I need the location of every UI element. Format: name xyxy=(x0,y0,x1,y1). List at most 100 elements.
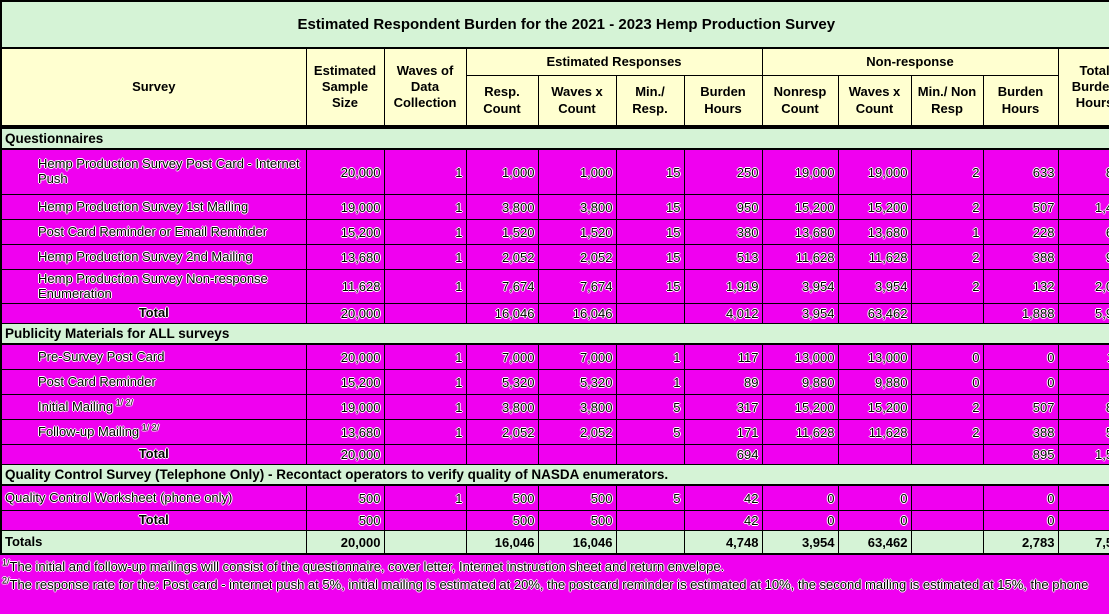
value-cell: 15 xyxy=(615,244,685,270)
survey-cell: Hemp Production Survey Non-response Enum… xyxy=(0,269,307,304)
value-cell: 250 xyxy=(683,148,763,195)
resp-count-column-header: Resp. Count xyxy=(465,75,539,129)
survey-cell: Follow-up Mailing 1/ 2/ xyxy=(0,419,307,445)
value-cell: 0 xyxy=(837,484,912,511)
value-cell: 3,954 xyxy=(761,269,839,304)
value-cell: 13,000 xyxy=(837,343,912,370)
value-cell: 0 xyxy=(910,343,984,370)
totals-row: Totals 20,000 16,046 16,046 4,748 3,954 63,462… xyxy=(0,530,1109,555)
value-cell: 42 xyxy=(683,484,763,511)
value-cell: 5,320 xyxy=(465,369,539,395)
nonresp-count-column-header: Nonresp Count xyxy=(761,75,839,129)
value-cell: 824 xyxy=(1057,394,1109,420)
value-cell: 1,000 xyxy=(465,148,539,195)
value-cell: 15,200 xyxy=(837,394,912,420)
table-row: Follow-up Mailing 1/ 2/13,680 1 2,052 2,052… xyxy=(0,419,1109,445)
value-cell: 171 xyxy=(683,419,763,445)
value-cell: 559 xyxy=(1057,419,1109,445)
waves-column-header: Waves of Data Collection xyxy=(383,47,467,129)
value-cell: 13,680 xyxy=(305,419,385,445)
footnote-1-marker: 1/ xyxy=(2,557,10,568)
value-cell: 2 xyxy=(910,194,984,220)
value-cell xyxy=(910,303,984,324)
value-cell: 1 xyxy=(383,269,467,304)
value-cell: 1,520 xyxy=(465,219,539,245)
survey-cell: Quality Control Worksheet (phone only) xyxy=(0,484,307,511)
value-cell: 1 xyxy=(910,219,984,245)
value-cell: 1 xyxy=(383,343,467,370)
value-cell: 15,200 xyxy=(305,369,385,395)
value-cell: 0 xyxy=(982,343,1059,370)
value-cell: 15,200 xyxy=(305,219,385,245)
value-cell: 500 xyxy=(537,484,617,511)
subtotal-row: Total5005005004200042 xyxy=(0,510,1109,531)
value-cell: 15 xyxy=(615,269,685,304)
value-cell: 513 xyxy=(683,244,763,270)
value-cell: 5 xyxy=(615,484,685,511)
value-cell: 2 xyxy=(910,419,984,445)
table-row: Quality Control Worksheet (phone only) 50… xyxy=(0,484,1109,511)
nonresp-burden-hours-column-header: Burden Hours xyxy=(982,75,1059,129)
value-cell: 117 xyxy=(683,343,763,370)
value-cell: 1 xyxy=(383,484,467,511)
value-cell: 3,800 xyxy=(537,394,617,420)
sample-size-column-header: Estimated Sample Size xyxy=(305,47,385,129)
table-row: Pre-Survey Post Card 20,000 1 7,000 7,000 1 11… xyxy=(0,343,1109,370)
value-cell xyxy=(910,444,984,465)
title-row: Estimated Respondent Burden for the 2021… xyxy=(0,0,1109,49)
value-cell: 13,000 xyxy=(761,343,839,370)
value-cell: 42 xyxy=(683,510,763,531)
value-cell: 16,046 xyxy=(465,530,539,555)
value-cell xyxy=(910,484,984,511)
value-cell: 5 xyxy=(615,394,685,420)
value-cell: 2 xyxy=(910,244,984,270)
value-cell: 500 xyxy=(305,510,385,531)
value-cell: 388 xyxy=(982,419,1059,445)
value-cell: 16,046 xyxy=(465,303,539,324)
value-cell: 507 xyxy=(982,194,1059,220)
footnote-1: 1/The initial and follow-up mailings wil… xyxy=(2,557,1109,574)
value-cell: 1,520 xyxy=(537,219,617,245)
table-row: Hemp Production Survey Post Card - Inter… xyxy=(0,148,1109,195)
resp-waves-x-count-column-header: Waves x Count xyxy=(537,75,617,129)
burden-table: Estimated Respondent Burden for the 2021… xyxy=(0,0,1109,555)
value-cell: 7,000 xyxy=(465,343,539,370)
value-cell: 500 xyxy=(465,484,539,511)
value-cell xyxy=(837,444,912,465)
survey-cell: Hemp Production Survey Post Card - Inter… xyxy=(0,148,307,195)
survey-column-header: Survey xyxy=(0,47,307,129)
value-cell: 3,954 xyxy=(761,303,839,324)
non-response-group-header: Non-response xyxy=(761,47,1059,76)
value-cell: 15,200 xyxy=(761,394,839,420)
footnote-marker: 1/ 2/ xyxy=(113,397,134,408)
value-cell: 0 xyxy=(761,510,839,531)
value-cell: 1,589 xyxy=(1057,444,1109,465)
value-cell xyxy=(383,444,467,465)
min-per-resp-column-header: Min./ Resp. xyxy=(615,75,685,129)
section-row: Questionnaires xyxy=(0,126,1109,150)
survey-cell: Pre-Survey Post Card xyxy=(0,343,307,370)
table-row: Hemp Production Survey 1st Mailing 19,000… xyxy=(0,194,1109,220)
value-cell: 895 xyxy=(982,444,1059,465)
value-cell: 9,880 xyxy=(837,369,912,395)
value-cell: 0 xyxy=(982,510,1059,531)
value-cell: 388 xyxy=(982,244,1059,270)
value-cell: 13,680 xyxy=(837,219,912,245)
header-group-row: Survey Estimated Sample Size Waves of Da… xyxy=(0,47,1109,129)
value-cell: 9,880 xyxy=(761,369,839,395)
value-cell: 15 xyxy=(615,219,685,245)
survey-cell: Total xyxy=(0,444,307,465)
value-cell: 20,000 xyxy=(305,148,385,195)
value-cell: 1,457 xyxy=(1057,194,1109,220)
page-title: Estimated Respondent Burden for the 2021… xyxy=(0,0,1109,49)
table-row: Post Card Reminder 15,200 1 5,320 5,320 1 89 9,… xyxy=(0,369,1109,395)
footnote-1-text: The initial and follow-up mailings will … xyxy=(9,559,725,574)
value-cell: 5 xyxy=(615,419,685,445)
value-cell: 19,000 xyxy=(305,194,385,220)
estimated-responses-group-header: Estimated Responses xyxy=(465,47,763,76)
survey-cell: Hemp Production Survey 2nd Mailing xyxy=(0,244,307,270)
table-row: Hemp Production Survey 2nd Mailing 13,680… xyxy=(0,244,1109,270)
footnote-2-marker: 2/ xyxy=(2,575,10,586)
value-cell: 2,052 xyxy=(537,419,617,445)
